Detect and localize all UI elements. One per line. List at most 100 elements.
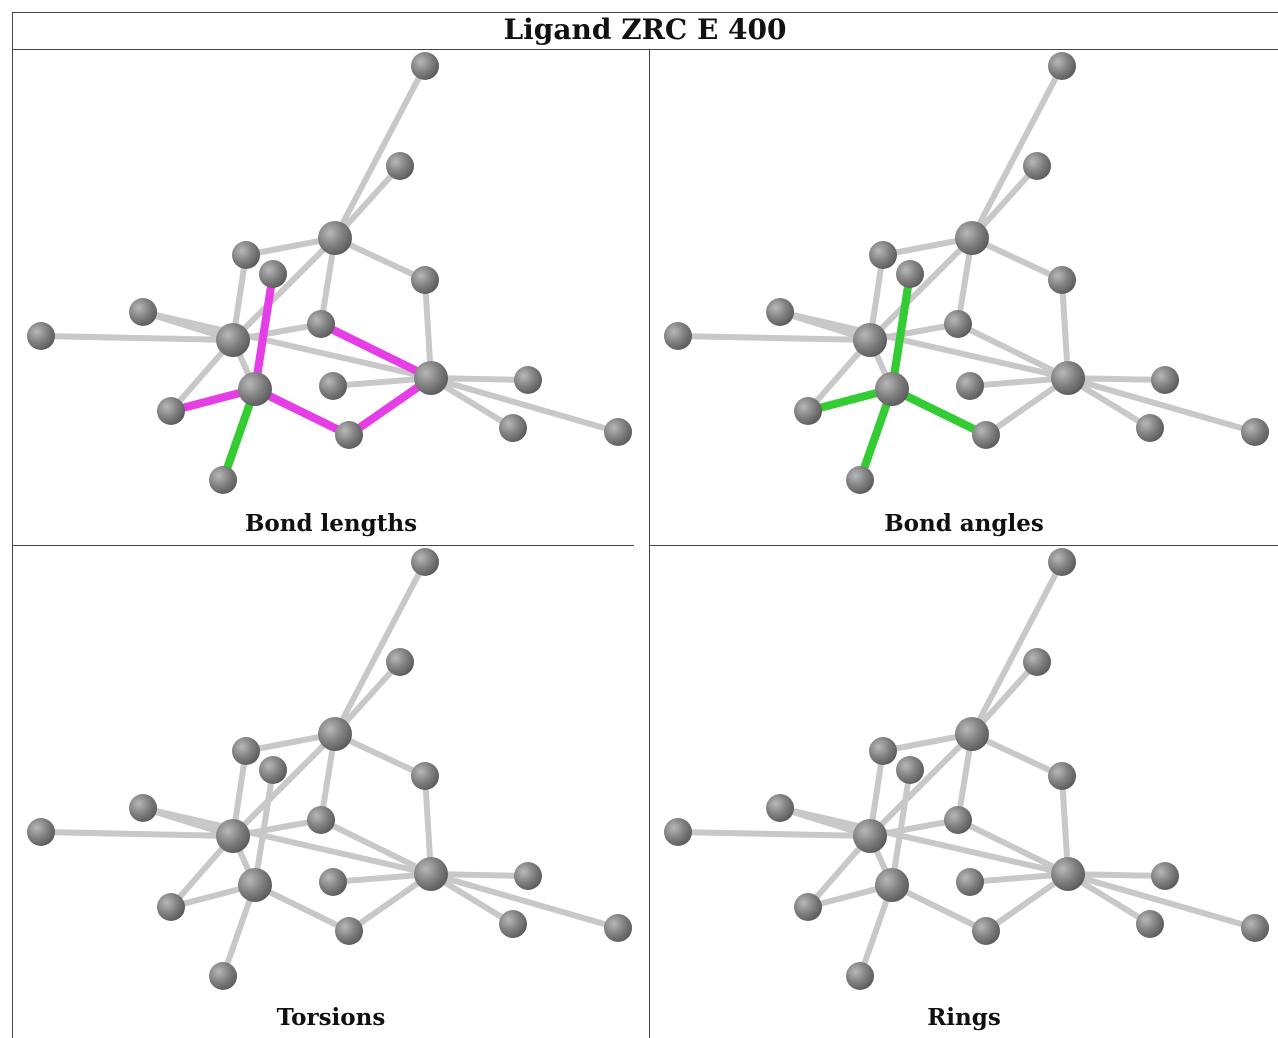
bond-g-l <box>140 805 434 877</box>
atom-f <box>411 266 439 294</box>
bond-a-c <box>969 63 1065 241</box>
atom-a <box>411 52 439 80</box>
atom-q <box>499 414 527 442</box>
atom-k <box>319 868 347 896</box>
atom-a <box>1048 548 1076 576</box>
bond-n-p <box>252 882 352 934</box>
atom-j <box>944 806 972 834</box>
atom-g <box>766 794 794 822</box>
atom-g <box>129 794 157 822</box>
panel-bond-angles: Bond angles <box>650 50 1278 545</box>
bond-j-l <box>955 817 1071 877</box>
atom-c <box>318 717 352 751</box>
atom-m <box>514 366 542 394</box>
atom-q <box>499 910 527 938</box>
atom-p <box>335 421 363 449</box>
atom-k <box>956 372 984 400</box>
atom-n <box>875 868 909 902</box>
molecule-torsions <box>27 548 632 990</box>
atom-e <box>259 756 287 784</box>
atom-i <box>853 819 887 853</box>
atom-e <box>896 756 924 784</box>
atom-i <box>853 323 887 357</box>
highlighted-bond-overlay-j-l <box>317 320 435 382</box>
bond-c-i <box>867 235 975 343</box>
atom-k <box>956 868 984 896</box>
atom-r <box>1241 914 1269 942</box>
bond-l-r <box>1065 375 1258 435</box>
atom-s <box>846 466 874 494</box>
atom-r <box>604 418 632 446</box>
bond-h-i <box>675 829 873 839</box>
atom-d <box>232 241 260 269</box>
atom-b <box>386 152 414 180</box>
atom-o <box>157 893 185 921</box>
row-divider-right <box>650 545 1278 546</box>
atom-p <box>972 421 1000 449</box>
atom-g <box>129 298 157 326</box>
atom-d <box>232 737 260 765</box>
atom-f <box>1048 266 1076 294</box>
atom-s <box>209 962 237 990</box>
bond-j-l <box>318 817 434 877</box>
bond-g-l <box>140 309 434 381</box>
atom-m <box>1151 366 1179 394</box>
bond-l-r <box>428 375 621 435</box>
atom-p <box>972 917 1000 945</box>
table-left-border <box>12 12 13 1038</box>
atom-o <box>794 893 822 921</box>
atom-l <box>414 361 448 395</box>
bond-a-c <box>332 559 428 737</box>
atom-e <box>896 260 924 288</box>
atom-i <box>216 323 250 357</box>
atom-l <box>414 857 448 891</box>
atom-h <box>27 818 55 846</box>
atom-c <box>955 717 989 751</box>
bond-c-i <box>230 731 338 839</box>
atom-j <box>307 310 335 338</box>
panel-bond-lengths: Bond lengths <box>13 50 649 545</box>
title-bottom-border <box>12 49 1278 50</box>
table-top-border <box>12 12 1278 13</box>
bond-c-i <box>230 235 338 343</box>
caption-torsions: Torsions <box>276 1004 386 1031</box>
bond-n-p <box>889 882 989 934</box>
caption-rings: Rings <box>927 1004 1001 1031</box>
bond-g-l <box>777 309 1071 381</box>
molecule-rings <box>664 548 1269 990</box>
atom-b <box>1023 648 1051 676</box>
panel-rings: Rings <box>650 546 1278 1038</box>
atom-a <box>411 548 439 576</box>
atom-f <box>1048 762 1076 790</box>
atom-h <box>664 322 692 350</box>
atom-q <box>1136 414 1164 442</box>
bond-a-c <box>969 559 1065 737</box>
bond-h-i <box>38 333 236 343</box>
atom-o <box>157 397 185 425</box>
bond-l-r <box>428 871 621 931</box>
atom-r <box>604 914 632 942</box>
caption-bond-lengths: Bond lengths <box>244 510 418 537</box>
atom-a <box>1048 52 1076 80</box>
atom-l <box>1051 857 1085 891</box>
atom-j <box>944 310 972 338</box>
bond-c-i <box>867 731 975 839</box>
atom-g <box>766 298 794 326</box>
atom-m <box>1151 862 1179 890</box>
atom-f <box>411 762 439 790</box>
bond-a-c <box>332 63 428 241</box>
atom-r <box>1241 418 1269 446</box>
atom-i <box>216 819 250 853</box>
atom-n <box>875 372 909 406</box>
atom-c <box>955 221 989 255</box>
molecule-bond-lengths <box>27 52 632 494</box>
atom-l <box>1051 361 1085 395</box>
column-divider <box>649 49 650 1038</box>
atom-d <box>869 241 897 269</box>
highlighted-bond-overlay-e-n <box>888 270 914 393</box>
atom-s <box>846 962 874 990</box>
atom-k <box>319 372 347 400</box>
bond-l-r <box>1065 871 1258 931</box>
caption-bond-angles: Bond angles <box>884 510 1044 537</box>
